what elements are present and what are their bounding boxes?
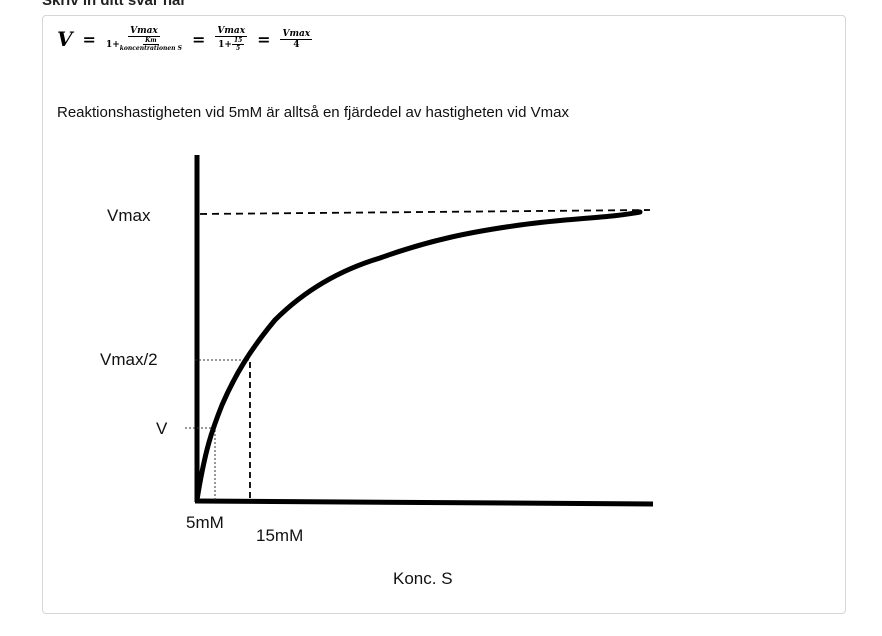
answer-box[interactable]: V = Vmax 1+ Km koncentrationen S = Vmax 1+… — [42, 15, 846, 614]
vmax: Vmax — [282, 28, 311, 39]
n5: 5 — [236, 45, 241, 52]
fraction-1: Vmax 1+ Km koncentrationen S — [106, 26, 182, 52]
one-plus: 1+ — [105, 40, 120, 50]
vmax: Vmax — [130, 26, 158, 36]
vmax: Vmax — [217, 26, 246, 36]
vmax-line — [199, 209, 651, 215]
label-v: V — [156, 419, 168, 438]
question-title: Skriv in ditt svar här — [42, 0, 187, 9]
konc: koncentrationen S — [119, 45, 182, 52]
x-axis — [194, 498, 654, 507]
formula-v: V — [57, 27, 73, 51]
label-vmax-half: Vmax/2 — [100, 350, 158, 369]
label-5mm: 5mM — [186, 513, 224, 532]
formula: V = Vmax 1+ Km koncentrationen S = Vmax 1+… — [57, 26, 313, 52]
fraction-3: Vmax 4 — [280, 28, 313, 50]
label-x-axis: Konc. S — [393, 569, 453, 588]
one-plus: 1+ — [218, 40, 232, 50]
fraction-2: Vmax 1+ 15 5 — [215, 26, 248, 52]
n15: 15 — [231, 37, 245, 45]
rate-curve — [194, 209, 643, 503]
equals: = — [257, 29, 271, 49]
equals: = — [191, 29, 206, 49]
four: 4 — [293, 39, 300, 50]
label-15mm: 15mM — [256, 526, 303, 545]
answer-text: Reaktionshastigheten vid 5mM är alltså e… — [57, 104, 569, 121]
label-vmax: Vmax — [107, 206, 151, 225]
equals: = — [82, 29, 96, 49]
km: Km — [143, 37, 159, 45]
